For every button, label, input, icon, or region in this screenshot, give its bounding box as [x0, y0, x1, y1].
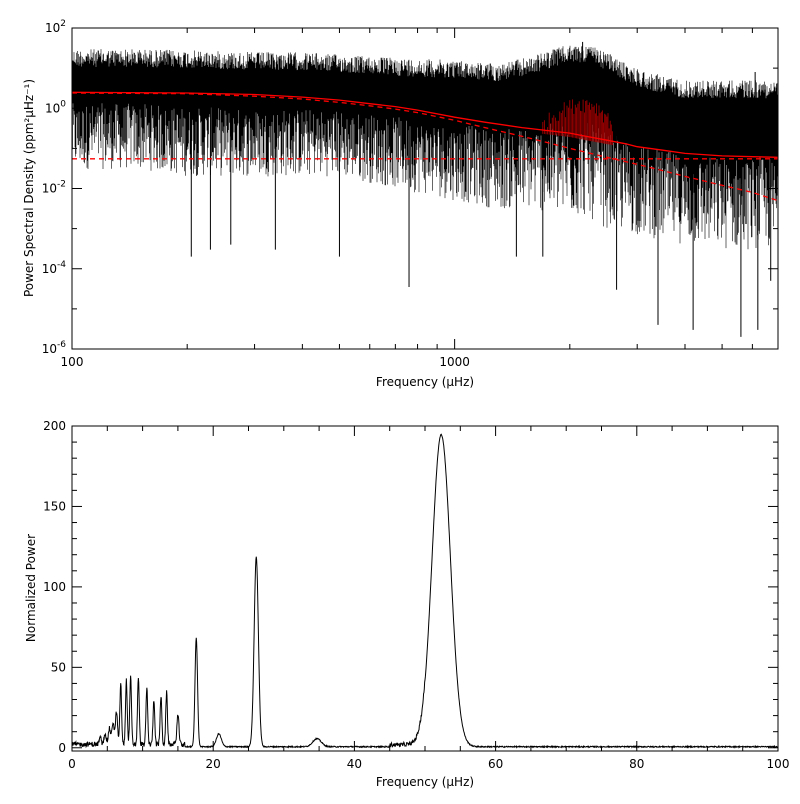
normalized-power-y-tick-label: 200: [43, 419, 66, 433]
normalized-power-x-tick-label: 80: [629, 757, 644, 771]
psd-y-tick-base: 10: [45, 101, 60, 115]
normalized-power-x-tick-label: 20: [206, 757, 221, 771]
psd-granulation-line: [71, 92, 779, 202]
normalized-power-y-tick-label: 0: [58, 741, 66, 755]
normalized-power-x-axis-label: Frequency (μHz): [376, 775, 474, 789]
psd-y-tick-exponent: 2: [60, 19, 66, 29]
psd-y-tick-exponent: -6: [57, 340, 66, 350]
psd-y-tick-label: 100: [45, 99, 66, 115]
normalized-power-chart: 0 20 40 60 80 100 0 50 100 150 200 Frequency (μHz)…: [24, 419, 789, 789]
psd-y-tick-label: 102: [45, 19, 66, 35]
psd-y-tick-base: 10: [45, 21, 60, 35]
normalized-power-x-tick-label: 40: [347, 757, 362, 771]
normalized-power-x-tick-label: 60: [488, 757, 503, 771]
psd-x-axis-label: Frequency (μHz): [376, 375, 474, 389]
normalized-power-x-tick-label: 0: [68, 757, 76, 771]
psd-y-tick-base: 10: [42, 182, 57, 196]
normalized-power-plot-data: [71, 433, 779, 749]
normalized-power-y-tick-label: 150: [43, 499, 66, 513]
psd-y-tick-base: 10: [42, 262, 57, 276]
psd-y-tick-base: 10: [42, 342, 57, 356]
psd-y-tick-label: 10-4: [42, 260, 67, 276]
psd-y-tick-exponent: -2: [57, 180, 66, 190]
normalized-power-y-tick-label: 100: [43, 580, 66, 594]
psd-fit-line: [71, 91, 779, 158]
normalized-power-line: [71, 433, 779, 749]
psd-y-tick-label: 10-2: [42, 180, 66, 196]
normalized-power-x-tick-label: 100: [767, 757, 790, 771]
psd-x-tick-label: 100: [61, 355, 84, 369]
psd-y-tick-label: 10-6: [42, 340, 67, 356]
psd-y-tick-exponent: -4: [57, 260, 66, 270]
psd-y-axis-label: Power Spectral Density (ppm²μHz⁻¹): [22, 79, 36, 297]
psd-x-tick-label: 1000: [439, 355, 470, 369]
normalized-power-plot-frame: [71, 425, 779, 752]
psd-plot-data: [71, 41, 779, 337]
normalized-power-y-tick-label: 50: [51, 660, 66, 674]
psd-y-tick-exponent: 0: [60, 99, 66, 109]
normalized-power-y-axis-label: Normalized Power: [24, 534, 38, 642]
normalized-power-axes: 0 20 40 60 80 100 0 50 100 150 200: [43, 419, 789, 771]
psd-spectrum-line: [72, 45, 778, 250]
psd-mode-comb: [542, 99, 613, 146]
